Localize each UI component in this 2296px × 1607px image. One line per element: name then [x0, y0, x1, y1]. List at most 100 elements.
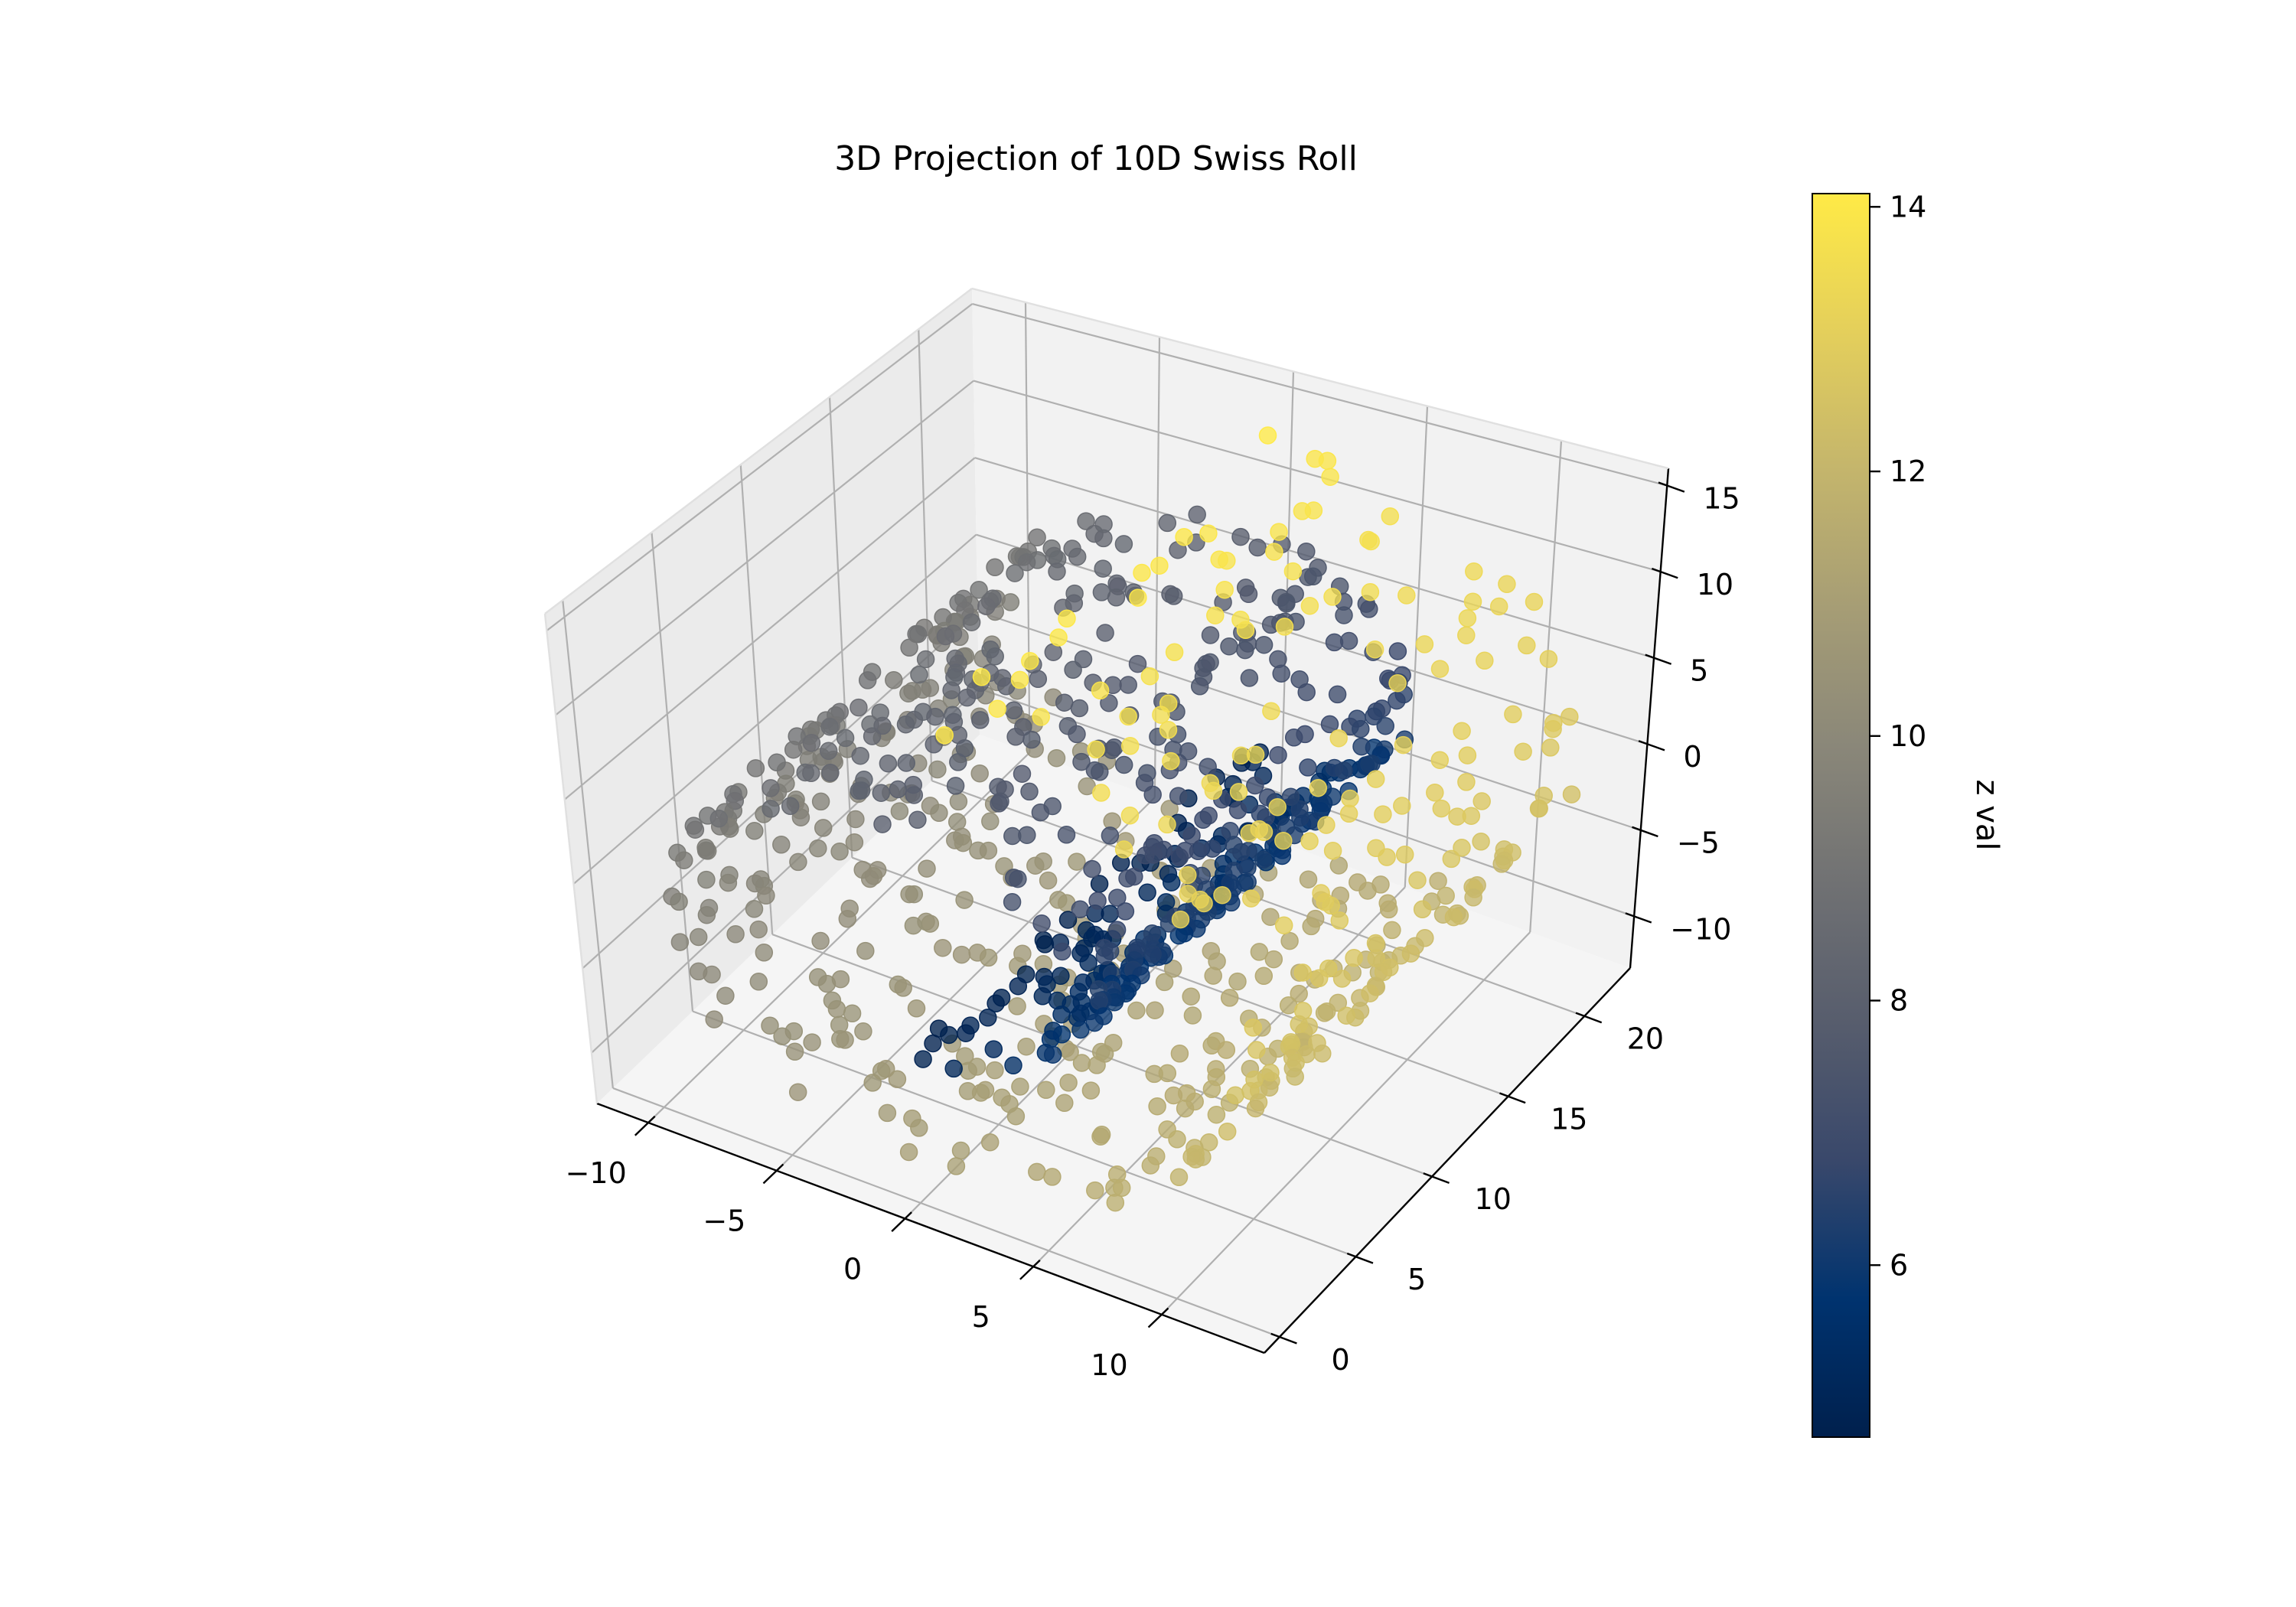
scatter-point — [1217, 1041, 1236, 1059]
y-axis-tick — [1499, 1092, 1526, 1104]
scatter-point — [1317, 816, 1336, 834]
scatter-point — [1426, 784, 1444, 802]
scatter-point — [952, 945, 971, 964]
scatter-point — [1320, 715, 1339, 734]
scatter-point — [872, 784, 891, 802]
scatter-point — [1388, 673, 1407, 693]
scatter-point — [1083, 859, 1101, 878]
scatter-point — [1322, 896, 1340, 915]
scatter-point — [773, 1027, 791, 1045]
scatter-point — [1290, 984, 1308, 1003]
scatter-point — [1032, 708, 1050, 726]
scatter-point — [1361, 984, 1379, 1002]
scatter-point — [981, 812, 1000, 831]
y-axis-tick — [1575, 1012, 1603, 1024]
scatter-point — [1254, 850, 1273, 869]
scatter-point — [955, 891, 974, 909]
scatter-point — [1321, 468, 1339, 486]
scatter-point — [851, 746, 869, 765]
scatter-point — [910, 1119, 928, 1137]
scatter-point — [811, 931, 830, 950]
scatter-point — [1229, 783, 1248, 801]
scatter-point — [987, 994, 1005, 1013]
x-axis-line — [596, 1102, 1265, 1354]
scatter-point — [888, 1070, 907, 1089]
scatter-point — [1325, 633, 1344, 652]
scatter-point — [1028, 528, 1046, 547]
scatter-point — [1003, 826, 1022, 846]
scatter-point — [1240, 669, 1259, 687]
scatter-point — [969, 841, 987, 860]
scatter-point — [1094, 529, 1113, 548]
scatter-point — [1442, 849, 1461, 869]
scatter-point — [1061, 1043, 1079, 1061]
scatter-point — [1430, 660, 1450, 678]
scatter-point — [746, 759, 765, 777]
scatter-point — [1182, 987, 1200, 1006]
scatter-point — [1381, 507, 1400, 526]
scatter-point — [1388, 691, 1406, 710]
scatter-point — [979, 948, 998, 967]
scatter-point — [1323, 588, 1342, 606]
scatter-point — [1199, 524, 1218, 543]
scatter-point — [971, 711, 990, 729]
scatter-point — [791, 808, 810, 826]
scatter-point — [1195, 894, 1213, 913]
scatter-point — [1281, 787, 1300, 807]
scatter-points — [663, 426, 1581, 1212]
scatter-point — [988, 699, 1006, 718]
scatter-point — [1118, 869, 1137, 888]
scatter-point — [1114, 535, 1133, 553]
scatter-point — [914, 1050, 932, 1068]
scatter-point — [1026, 856, 1045, 875]
scatter-point — [1043, 1045, 1062, 1064]
scatter-point — [1394, 735, 1413, 755]
scatter-point — [1114, 840, 1133, 859]
scatter-point — [1360, 755, 1378, 774]
scatter-point — [709, 809, 729, 828]
scatter-point — [944, 1059, 963, 1078]
scatter-point — [850, 781, 868, 800]
scatter-point — [899, 684, 918, 702]
scatter-point — [1541, 738, 1560, 757]
scatter-point — [1146, 1001, 1164, 1019]
scatter-point — [1332, 970, 1352, 988]
scatter-point — [1360, 600, 1378, 618]
scatter-point — [1265, 543, 1283, 561]
scatter-point — [1114, 755, 1133, 774]
scatter-point — [1201, 626, 1220, 644]
scatter-point — [879, 754, 898, 773]
x-axis-tick-label: 0 — [843, 1252, 862, 1286]
scatter-point — [1444, 908, 1463, 927]
scatter-point — [1329, 729, 1348, 748]
pane-edge — [971, 287, 1669, 470]
scatter-point — [962, 613, 981, 631]
scatter-point — [860, 869, 879, 888]
scatter-point — [957, 688, 977, 707]
scatter-point — [918, 859, 936, 878]
scatter-point — [1140, 667, 1159, 686]
scatter-point — [1168, 1130, 1186, 1149]
scatter-point — [1095, 947, 1114, 965]
scatter-point — [1106, 1193, 1125, 1212]
scatter-point — [1361, 582, 1380, 601]
scatter-point — [1268, 797, 1287, 817]
y-axis-tick-label: 5 — [1407, 1263, 1426, 1296]
scatter-point — [1119, 707, 1137, 726]
scatter-point — [1162, 873, 1181, 892]
scatter-point — [1071, 1020, 1090, 1039]
pane-edge — [543, 613, 598, 1104]
scatter-point — [1175, 527, 1193, 546]
scatter-point — [1362, 532, 1380, 551]
scatter-point — [1094, 559, 1112, 578]
scatter-point — [1047, 748, 1066, 768]
scatter-point — [1458, 609, 1477, 627]
scatter-point — [1544, 719, 1562, 738]
scatter-point — [1395, 845, 1414, 864]
scatter-point — [1247, 1041, 1266, 1059]
scatter-point — [979, 1009, 997, 1027]
y-axis-line — [1264, 967, 1631, 1354]
scatter-point — [1179, 865, 1197, 885]
scatter-point — [980, 1133, 1000, 1152]
scatter-point — [1465, 562, 1483, 581]
